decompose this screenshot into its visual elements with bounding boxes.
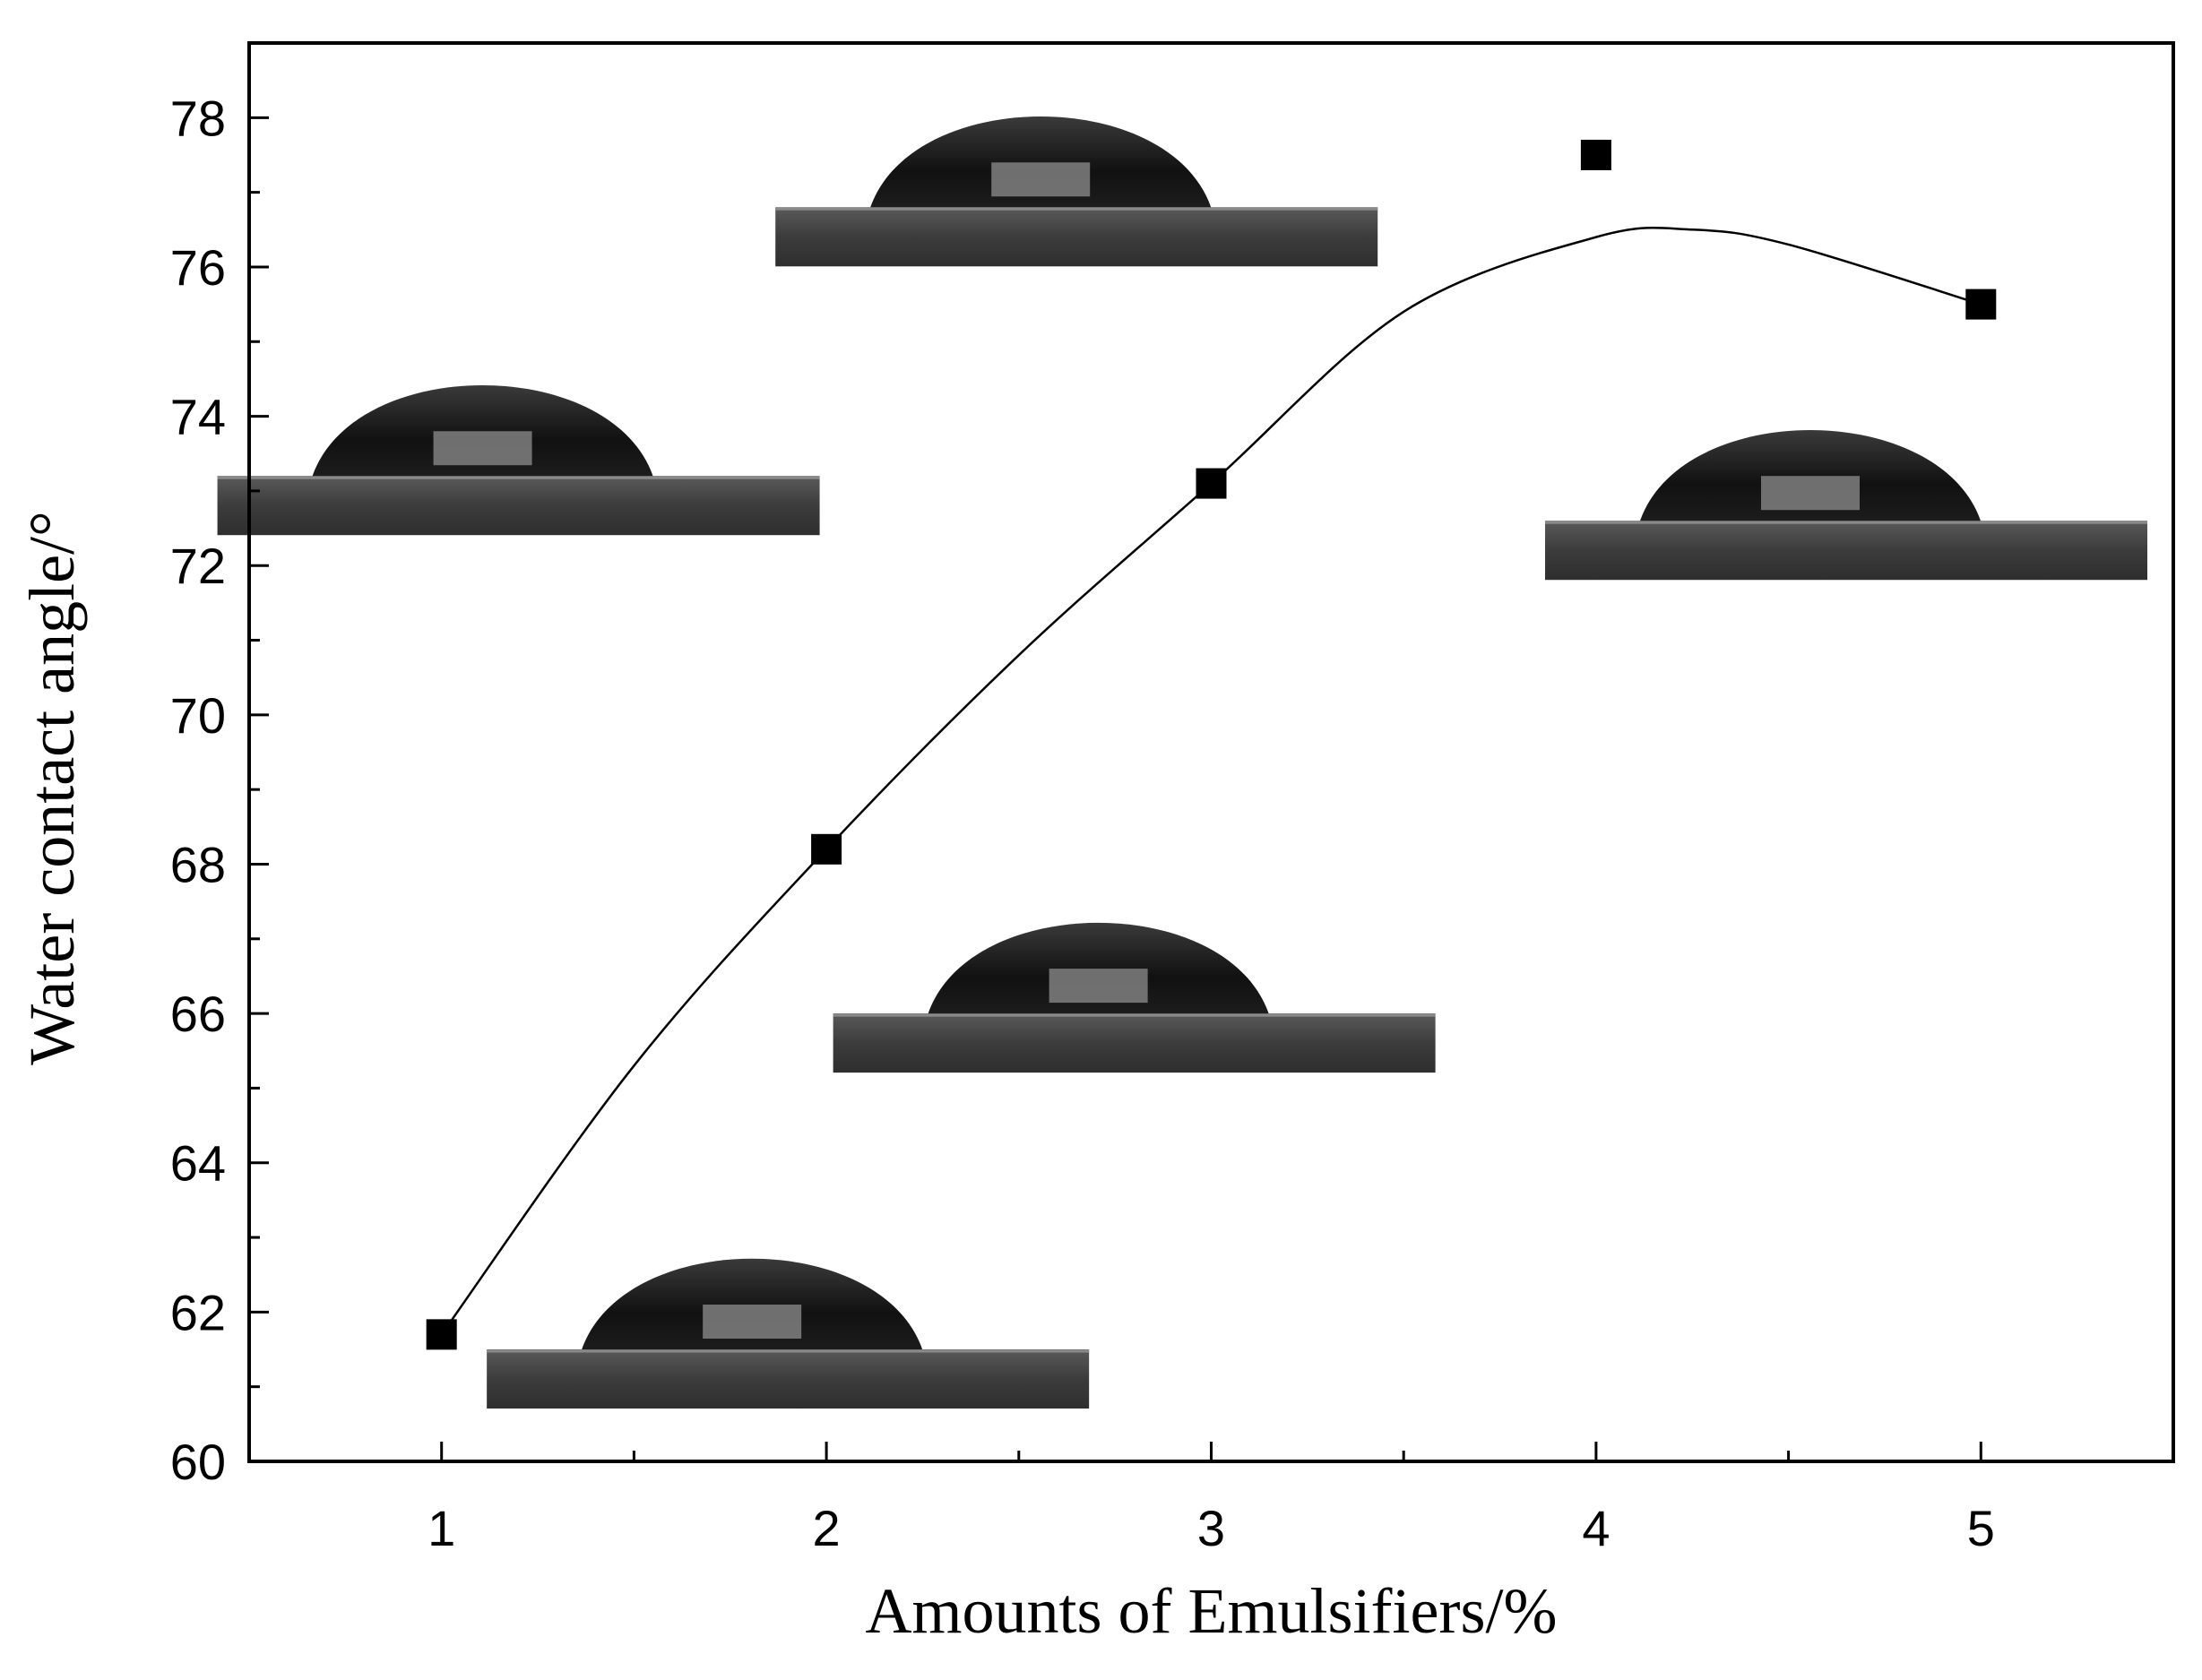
- droplet-highlight: [703, 1305, 802, 1340]
- data-points: [426, 139, 1997, 1350]
- droplet-highlight: [433, 431, 532, 466]
- droplet: [1640, 429, 1982, 521]
- droplet: [312, 384, 653, 477]
- x-tick-label: 3: [1197, 1500, 1225, 1556]
- data-point: [811, 833, 842, 865]
- x-tick-label: 5: [1967, 1500, 1995, 1556]
- y-tick-label: 74: [170, 389, 226, 445]
- data-point: [1196, 468, 1227, 499]
- y-tick-label: 60: [170, 1434, 226, 1490]
- x-tick-label: 4: [1582, 1500, 1610, 1556]
- y-tick-label: 64: [170, 1135, 226, 1192]
- droplet-photo: [487, 1258, 1090, 1409]
- x-tick-label: 1: [427, 1500, 455, 1556]
- axes: 60 62 64 66 68 70 72 74 76 78 1 2 3 4 5: [170, 41, 2175, 1556]
- substrate: [217, 476, 820, 536]
- y-tick-label: 68: [170, 836, 226, 892]
- substrate: [833, 1013, 1436, 1073]
- droplet-highlight: [1761, 476, 1861, 511]
- substrate: [487, 1349, 1090, 1409]
- droplet: [928, 922, 1269, 1014]
- y-axis-title: Water contact angle/°: [16, 511, 88, 1065]
- droplet-highlight: [1049, 969, 1148, 1004]
- fit-curve: [440, 226, 1982, 1336]
- x-tick-label: 2: [813, 1500, 841, 1556]
- y-tick-label: 62: [170, 1284, 226, 1340]
- droplet-photo: [833, 922, 1436, 1073]
- data-point: [426, 1319, 457, 1350]
- substrate: [1545, 521, 2148, 581]
- y-tick-label: 76: [170, 239, 226, 296]
- droplet-highlight: [991, 162, 1091, 197]
- droplet-photo: [217, 384, 820, 536]
- droplet-photo: [775, 116, 1378, 267]
- y-tick-label: 78: [170, 90, 226, 146]
- droplet-photo: [1545, 429, 2148, 581]
- y-tick-label: 66: [170, 986, 226, 1042]
- droplet: [870, 116, 1212, 208]
- fit-curve-layer: [440, 226, 1982, 1336]
- data-point: [1965, 289, 1997, 320]
- y-tick-label: 70: [170, 687, 226, 744]
- x-axis-title: Amounts of Emulsifiers/%: [866, 1575, 1558, 1647]
- data-point: [1580, 139, 1611, 170]
- y-tick-label: 72: [170, 538, 226, 594]
- inset-images: [217, 116, 2148, 1409]
- substrate: [775, 207, 1378, 267]
- droplet: [582, 1258, 923, 1350]
